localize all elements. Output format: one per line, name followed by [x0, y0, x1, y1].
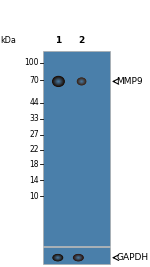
Ellipse shape [78, 257, 79, 258]
Ellipse shape [77, 78, 86, 85]
Ellipse shape [74, 255, 83, 261]
Ellipse shape [53, 77, 63, 86]
Ellipse shape [54, 78, 63, 85]
Ellipse shape [56, 256, 60, 259]
Ellipse shape [54, 255, 61, 260]
Ellipse shape [52, 254, 63, 261]
Ellipse shape [81, 81, 82, 82]
Ellipse shape [77, 78, 86, 85]
Ellipse shape [80, 80, 83, 83]
Text: 1: 1 [55, 36, 62, 45]
Ellipse shape [78, 79, 85, 84]
Ellipse shape [75, 256, 81, 260]
Ellipse shape [53, 254, 63, 261]
Ellipse shape [76, 256, 81, 260]
Text: 22: 22 [30, 145, 39, 154]
Ellipse shape [55, 78, 62, 84]
Ellipse shape [56, 79, 61, 84]
Text: 14: 14 [30, 176, 39, 185]
Text: 100: 100 [25, 58, 39, 67]
Ellipse shape [78, 78, 85, 84]
Ellipse shape [52, 76, 65, 87]
Ellipse shape [55, 256, 61, 260]
Ellipse shape [76, 256, 81, 259]
Ellipse shape [80, 80, 83, 83]
Ellipse shape [73, 254, 84, 261]
Ellipse shape [54, 77, 63, 85]
Text: 70: 70 [29, 76, 39, 85]
Ellipse shape [77, 257, 80, 258]
Ellipse shape [55, 256, 60, 260]
Text: 44: 44 [29, 98, 39, 107]
Ellipse shape [78, 78, 85, 85]
Ellipse shape [58, 81, 59, 82]
Ellipse shape [81, 81, 83, 82]
Ellipse shape [57, 80, 60, 83]
Ellipse shape [74, 255, 82, 260]
FancyBboxPatch shape [43, 51, 110, 246]
FancyBboxPatch shape [43, 247, 110, 264]
Ellipse shape [57, 81, 59, 82]
Ellipse shape [73, 254, 83, 261]
Ellipse shape [54, 255, 62, 260]
Ellipse shape [74, 254, 83, 261]
Ellipse shape [75, 255, 82, 260]
Ellipse shape [54, 255, 62, 261]
Ellipse shape [56, 80, 61, 83]
Ellipse shape [57, 80, 60, 83]
Ellipse shape [80, 80, 84, 83]
Ellipse shape [77, 257, 80, 259]
Ellipse shape [79, 80, 84, 83]
Text: GAPDH: GAPDH [116, 253, 148, 262]
Text: MMP9: MMP9 [116, 77, 143, 86]
Text: kDa: kDa [0, 36, 16, 45]
Ellipse shape [57, 257, 58, 258]
Text: 18: 18 [30, 160, 39, 169]
Text: 10: 10 [30, 192, 39, 201]
Ellipse shape [55, 78, 62, 85]
Text: 2: 2 [78, 36, 85, 45]
Ellipse shape [56, 257, 59, 259]
Ellipse shape [53, 254, 63, 261]
Ellipse shape [81, 81, 82, 82]
Ellipse shape [78, 257, 79, 258]
Ellipse shape [57, 257, 59, 258]
Ellipse shape [52, 76, 64, 87]
Ellipse shape [53, 77, 64, 86]
Text: 33: 33 [29, 114, 39, 123]
Ellipse shape [77, 77, 86, 85]
Ellipse shape [76, 256, 80, 259]
Ellipse shape [57, 257, 58, 258]
Ellipse shape [79, 79, 84, 84]
Text: 27: 27 [30, 130, 39, 139]
Ellipse shape [56, 256, 60, 259]
